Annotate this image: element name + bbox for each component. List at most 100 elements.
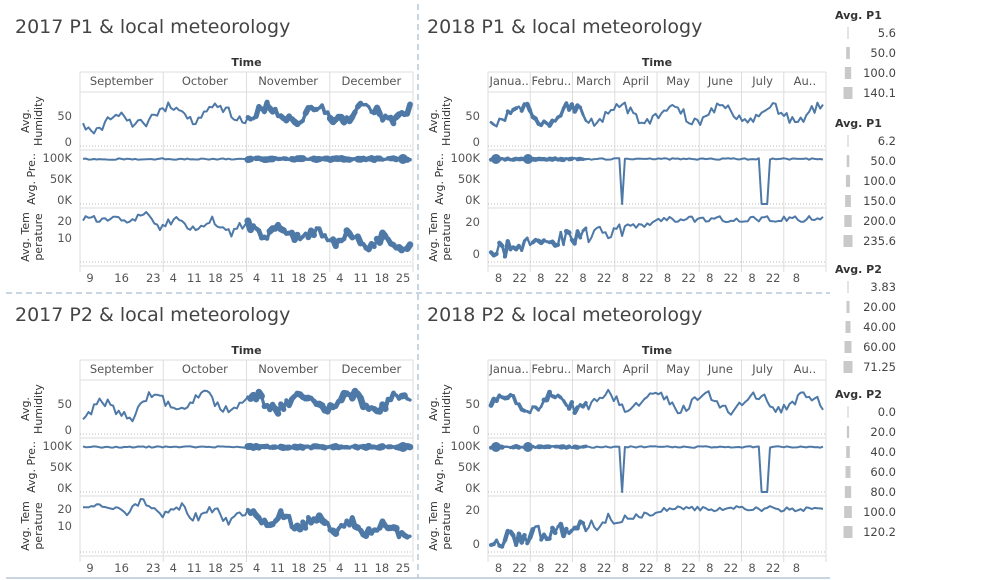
day-tick-label: 8 bbox=[495, 271, 502, 285]
day-tick-label: 22 bbox=[681, 561, 696, 575]
legend-swatch bbox=[845, 175, 851, 187]
row-label: Avg. Pre.. bbox=[433, 153, 446, 205]
y-tick-label: 50 bbox=[465, 397, 480, 411]
day-tick-label: 22 bbox=[724, 561, 739, 575]
row-avg-pressure: Avg. Pre.. 100K 50K 0K bbox=[433, 151, 826, 209]
month-label: May bbox=[666, 362, 690, 376]
legend-swatch bbox=[844, 506, 852, 518]
series-segment bbox=[527, 526, 536, 540]
y-tick-label: 10 bbox=[57, 231, 72, 245]
series-segment bbox=[578, 105, 585, 117]
day-tick-label: 22 bbox=[639, 271, 654, 285]
legend-swatch bbox=[843, 87, 853, 99]
y-tick-label: 0 bbox=[65, 423, 72, 437]
month-label: July bbox=[751, 74, 773, 88]
row-avg-pressure: Avg. Pre.. 100K 50K 0K bbox=[25, 439, 414, 497]
series-marker bbox=[523, 154, 533, 164]
time-axis-title: Time bbox=[231, 56, 261, 69]
row-label: Avg. Temperature bbox=[427, 501, 453, 551]
month-label: September bbox=[90, 362, 154, 376]
y-tick-label: 0K bbox=[57, 193, 72, 207]
series-segment bbox=[581, 226, 588, 233]
series-segment bbox=[581, 521, 588, 533]
month-label: November bbox=[258, 362, 318, 376]
panel-title: 2017 P2 & local meteorology bbox=[15, 304, 290, 326]
day-tick-label: 8 bbox=[579, 561, 586, 575]
legend-3: Avg. P2 3.83 20.00 40.00 60.00 71.25 bbox=[835, 263, 896, 374]
day-tick-label: 22 bbox=[555, 271, 570, 285]
y-tick-label: 0 bbox=[65, 135, 72, 149]
day-tick-label: 18 bbox=[291, 561, 306, 575]
day-tick-label: 22 bbox=[639, 561, 654, 575]
day-tick-label: 8 bbox=[622, 271, 629, 285]
series-segment bbox=[404, 101, 413, 117]
series-marker bbox=[398, 442, 408, 452]
month-label: Au.. bbox=[794, 74, 816, 88]
legend-swatch bbox=[846, 47, 850, 59]
y-tick-label: 100K bbox=[43, 151, 73, 165]
series-marker bbox=[491, 442, 501, 452]
series-segment bbox=[526, 236, 532, 247]
month-label: March bbox=[576, 362, 611, 376]
legend-item-label: 0.0 bbox=[878, 405, 896, 419]
day-tick-label: 8 bbox=[664, 561, 671, 575]
legend-item-label: 120.2 bbox=[863, 525, 896, 539]
month-label: April bbox=[623, 74, 649, 88]
day-tick-label: 8 bbox=[537, 271, 544, 285]
day-tick-label: 16 bbox=[114, 271, 129, 285]
day-tick-label: 22 bbox=[597, 271, 612, 285]
series-marker bbox=[523, 442, 533, 452]
day-tick-label: 22 bbox=[512, 271, 527, 285]
panel-title: 2018 P2 & local meteorology bbox=[427, 304, 702, 326]
y-tick-label: 50 bbox=[57, 397, 72, 411]
legend-item-label: 100.0 bbox=[863, 66, 896, 80]
legend-title: Avg. P2 bbox=[835, 263, 882, 276]
legend-swatch bbox=[847, 406, 849, 418]
series-segment bbox=[520, 239, 527, 253]
legend-swatch bbox=[847, 281, 849, 293]
y-tick-label: 50K bbox=[50, 172, 73, 186]
legend-swatch bbox=[845, 466, 851, 478]
day-tick-label: 11 bbox=[354, 271, 369, 285]
y-tick-label: 50 bbox=[57, 109, 72, 123]
month-label: December bbox=[342, 362, 402, 376]
legend-swatch bbox=[847, 135, 849, 147]
day-tick-label: 22 bbox=[724, 271, 739, 285]
series-marker bbox=[398, 154, 408, 164]
legend-item-label: 40.0 bbox=[870, 445, 896, 459]
day-tick-label: 18 bbox=[375, 271, 390, 285]
legend-swatch bbox=[845, 195, 851, 207]
day-tick-label: 25 bbox=[312, 561, 327, 575]
row-avg-humidity: Avg.Humidity 50 0 bbox=[19, 96, 413, 151]
series-segment bbox=[581, 401, 588, 409]
y-tick-label: 0K bbox=[465, 193, 480, 207]
day-tick-label: 8 bbox=[793, 271, 800, 285]
row-label: Avg. Temperature bbox=[427, 212, 453, 262]
day-tick-label: 25 bbox=[396, 271, 411, 285]
day-tick-label: 9 bbox=[86, 561, 93, 575]
legend-item-label: 60.0 bbox=[870, 465, 896, 479]
day-tick-label: 4 bbox=[253, 271, 260, 285]
series-segment bbox=[505, 239, 513, 252]
row-avg-temperature: Avg. Temperature 20 0 bbox=[427, 501, 826, 557]
day-tick-label: 25 bbox=[229, 561, 244, 575]
panel-title: 2017 P1 & local meteorology bbox=[15, 16, 290, 38]
series-segment bbox=[495, 117, 501, 128]
panel-2017-p2: 2017 P2 & local meteorology Time September… bbox=[15, 304, 414, 575]
row-avg-temperature: Avg. Temperature 20 10 bbox=[19, 498, 413, 557]
day-tick-label: 8 bbox=[622, 561, 629, 575]
legend-item-label: 100.0 bbox=[863, 174, 896, 188]
series-segment bbox=[544, 389, 553, 403]
legend-swatch bbox=[844, 486, 852, 498]
legend-item-label: 20.0 bbox=[870, 425, 896, 439]
y-tick-label: 0 bbox=[473, 537, 480, 551]
day-tick-label: 8 bbox=[748, 561, 755, 575]
day-tick-label: 9 bbox=[86, 271, 93, 285]
day-tick-label: 11 bbox=[270, 271, 285, 285]
legend-item-label: 50.0 bbox=[870, 154, 896, 168]
time-axis-title: Time bbox=[231, 344, 261, 357]
series-segment bbox=[581, 113, 588, 122]
row-label: Avg. Temperature bbox=[19, 212, 45, 262]
y-tick-label: 50 bbox=[465, 109, 480, 123]
